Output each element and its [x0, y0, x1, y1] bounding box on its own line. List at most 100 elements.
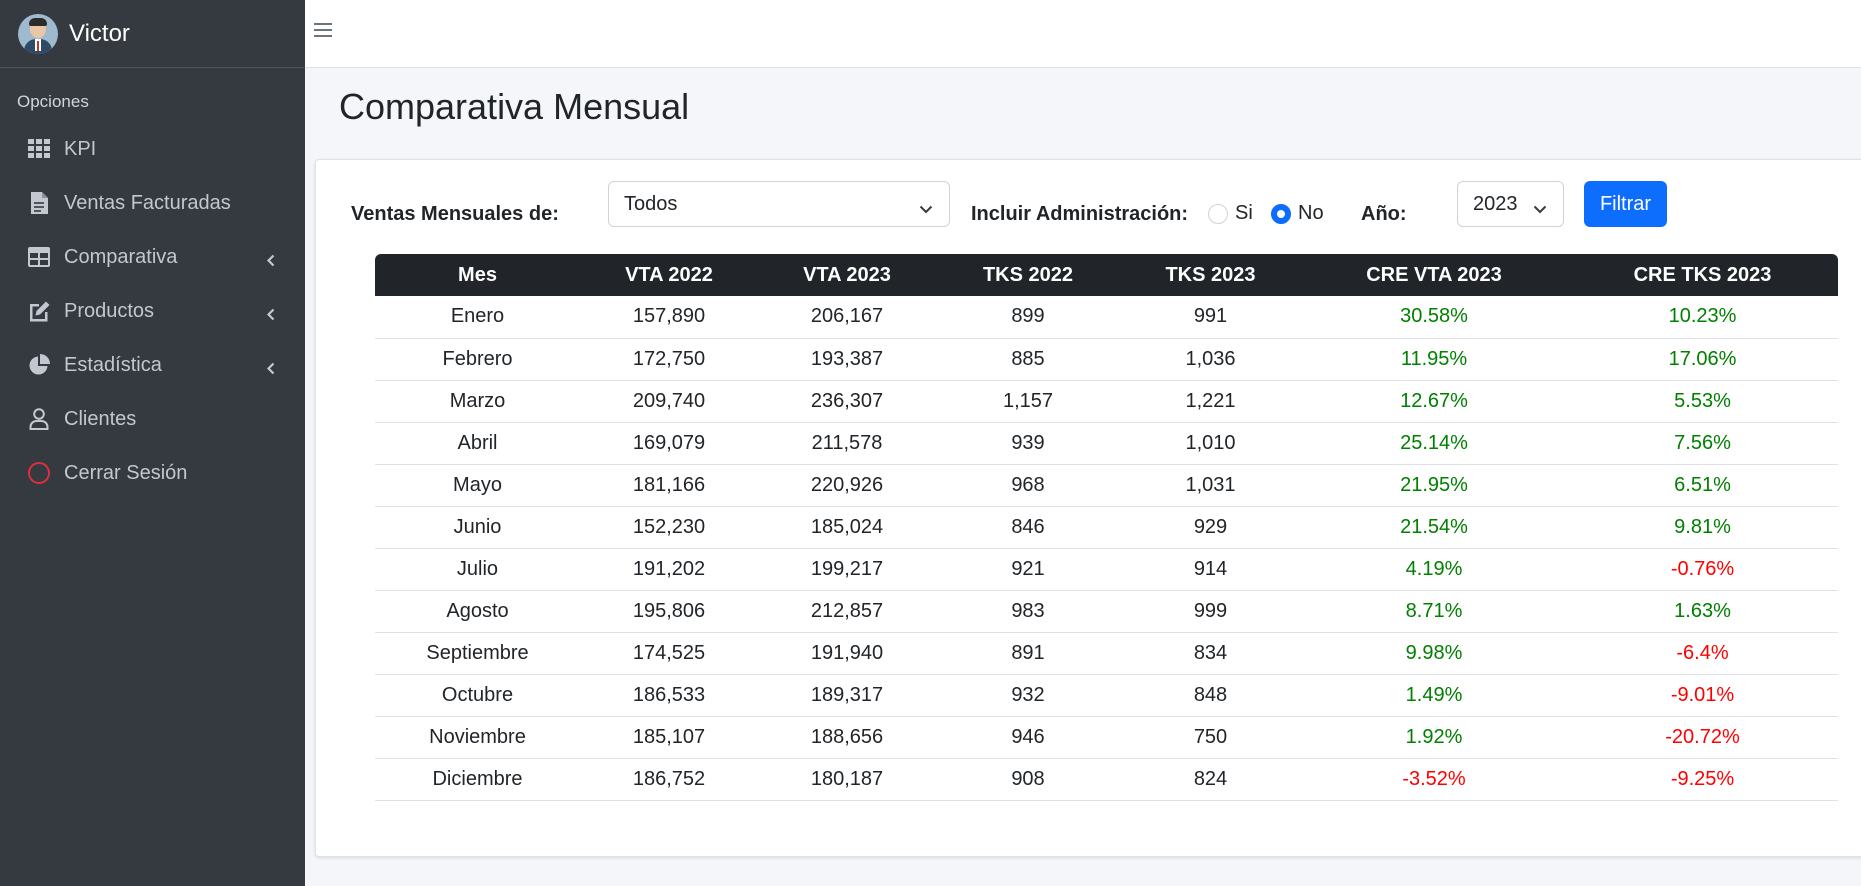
table-cell: 939 [936, 422, 1120, 465]
ventas-select[interactable]: Todos [608, 181, 950, 227]
filter-button[interactable]: Filtrar [1584, 181, 1667, 227]
chevron-left-icon [266, 304, 275, 327]
table-cell: 185,107 [580, 716, 758, 759]
table-cell: 932 [936, 674, 1120, 717]
table-cell: 30.58% [1301, 296, 1567, 339]
table-cell: 834 [1120, 632, 1301, 675]
table-cell: 891 [936, 632, 1120, 675]
table-icon [26, 245, 51, 270]
sidebar-item-comparativa[interactable]: Comparativa [0, 230, 305, 284]
document-icon [26, 191, 51, 216]
table-cell: 157,890 [580, 296, 758, 339]
monthly-comparison-table: Mes VTA 2022 VTA 2023 TKS 2022 TKS 2023 CRE V… [375, 254, 1838, 801]
table-cell: 195,806 [580, 590, 758, 633]
chevron-left-icon [266, 250, 275, 273]
table-cell: 1,221 [1120, 380, 1301, 423]
table-cell: 1,157 [936, 380, 1120, 423]
table-cell: 181,166 [580, 464, 758, 507]
admin-radio-no[interactable]: No [1271, 202, 1324, 225]
table-cell: -20.72% [1567, 716, 1838, 759]
table-cell: Noviembre [375, 716, 580, 759]
sidebar: Victor Opciones KPI Ventas Facturadas Co… [0, 0, 305, 886]
column-header: TKS 2022 [982, 263, 1074, 286]
table-cell: 1.63% [1567, 590, 1838, 633]
table-cell: 7.56% [1567, 422, 1838, 465]
table-cell: Agosto [375, 590, 580, 633]
table-row: Julio 191,202 199,217 921 914 4.19% -0.76% [375, 548, 1838, 591]
table-cell: 5.53% [1567, 380, 1838, 423]
circle-icon [26, 461, 51, 486]
column-header: VTA 2023 [803, 263, 891, 286]
table-cell: 4.19% [1301, 548, 1567, 591]
filter-bar: Ventas Mensuales de: Todos Incluir Admin… [316, 160, 1861, 255]
table-cell: 185,024 [758, 506, 936, 549]
sidebar-item-label: Clientes [64, 407, 137, 430]
table-cell: 9.81% [1567, 506, 1838, 549]
table-row: Diciembre 186,752 180,187 908 824 -3.52% -9.25… [375, 758, 1838, 801]
column-header: CRE TKS 2023 [1633, 263, 1772, 286]
sidebar-item-kpi[interactable]: KPI [0, 122, 305, 176]
table-row: Marzo 209,740 236,307 1,157 1,221 12.67% 5.53% [375, 380, 1838, 423]
table-cell: 999 [1120, 590, 1301, 633]
table-cell: 209,740 [580, 380, 758, 423]
table-cell: Abril [375, 422, 580, 465]
table-cell: 21.95% [1301, 464, 1567, 507]
edit-icon [26, 299, 51, 324]
menu-toggle-icon[interactable] [314, 23, 332, 39]
table-cell: 172,750 [580, 338, 758, 381]
table-cell: 1.49% [1301, 674, 1567, 717]
table-cell: Mayo [375, 464, 580, 507]
table-row: Abril 169,079 211,578 939 1,010 25.14% 7.56% [375, 422, 1838, 465]
sidebar-item-productos[interactable]: Productos [0, 284, 305, 338]
table-cell: -9.25% [1567, 758, 1838, 801]
sidebar-item-clientes[interactable]: Clientes [0, 392, 305, 446]
table-cell: -3.52% [1301, 758, 1567, 801]
table-row: Septiembre 174,525 191,940 891 834 9.98% -6.4% [375, 632, 1838, 675]
chevron-left-icon [266, 358, 275, 381]
user-panel[interactable]: Victor [0, 0, 305, 68]
sidebar-item-label: Ventas Facturadas [64, 191, 231, 214]
table-cell: 199,217 [758, 548, 936, 591]
table-cell: 212,857 [758, 590, 936, 633]
table-cell: 921 [936, 548, 1120, 591]
table-cell: 824 [1120, 758, 1301, 801]
table-cell: 1.92% [1301, 716, 1567, 759]
pie-chart-icon [26, 353, 51, 378]
table-cell: 186,533 [580, 674, 758, 717]
chevron-down-icon [919, 197, 933, 220]
table-cell: 10.23% [1567, 296, 1838, 339]
user-icon [26, 407, 51, 432]
column-header: CRE VTA 2023 [1366, 263, 1502, 286]
table-cell: 211,578 [758, 422, 936, 465]
sidebar-item-cerrar-sesion[interactable]: Cerrar Sesión [0, 446, 305, 500]
table-cell: 899 [936, 296, 1120, 339]
radio-label: Si [1235, 202, 1253, 224]
table-cell: -9.01% [1567, 674, 1838, 717]
table-cell: 152,230 [580, 506, 758, 549]
table-cell: 169,079 [580, 422, 758, 465]
table-cell: 17.06% [1567, 338, 1838, 381]
sidebar-item-estadistica[interactable]: Estadística [0, 338, 305, 392]
user-name: Victor [69, 19, 130, 47]
table-cell: 191,940 [758, 632, 936, 675]
table-cell: 206,167 [758, 296, 936, 339]
table-cell: 914 [1120, 548, 1301, 591]
table-cell: Marzo [375, 380, 580, 423]
table-cell: 846 [936, 506, 1120, 549]
year-select[interactable]: 2023 [1457, 181, 1564, 227]
table-cell: 750 [1120, 716, 1301, 759]
top-navbar [305, 0, 1861, 68]
chevron-down-icon [1533, 197, 1547, 220]
table-cell: Febrero [375, 338, 580, 381]
page-title: Comparativa Mensual [339, 86, 690, 127]
table-row: Mayo 181,166 220,926 968 1,031 21.95% 6.51% [375, 464, 1838, 507]
table-cell: 188,656 [758, 716, 936, 759]
table-cell: 8.71% [1301, 590, 1567, 633]
table-cell: 193,387 [758, 338, 936, 381]
admin-radio-si[interactable]: Si [1208, 202, 1253, 225]
table-cell: Julio [375, 548, 580, 591]
sidebar-item-label: Cerrar Sesión [64, 461, 188, 484]
table-cell: 908 [936, 758, 1120, 801]
sidebar-item-ventas-facturadas[interactable]: Ventas Facturadas [0, 176, 305, 230]
table-cell: 1,031 [1120, 464, 1301, 507]
